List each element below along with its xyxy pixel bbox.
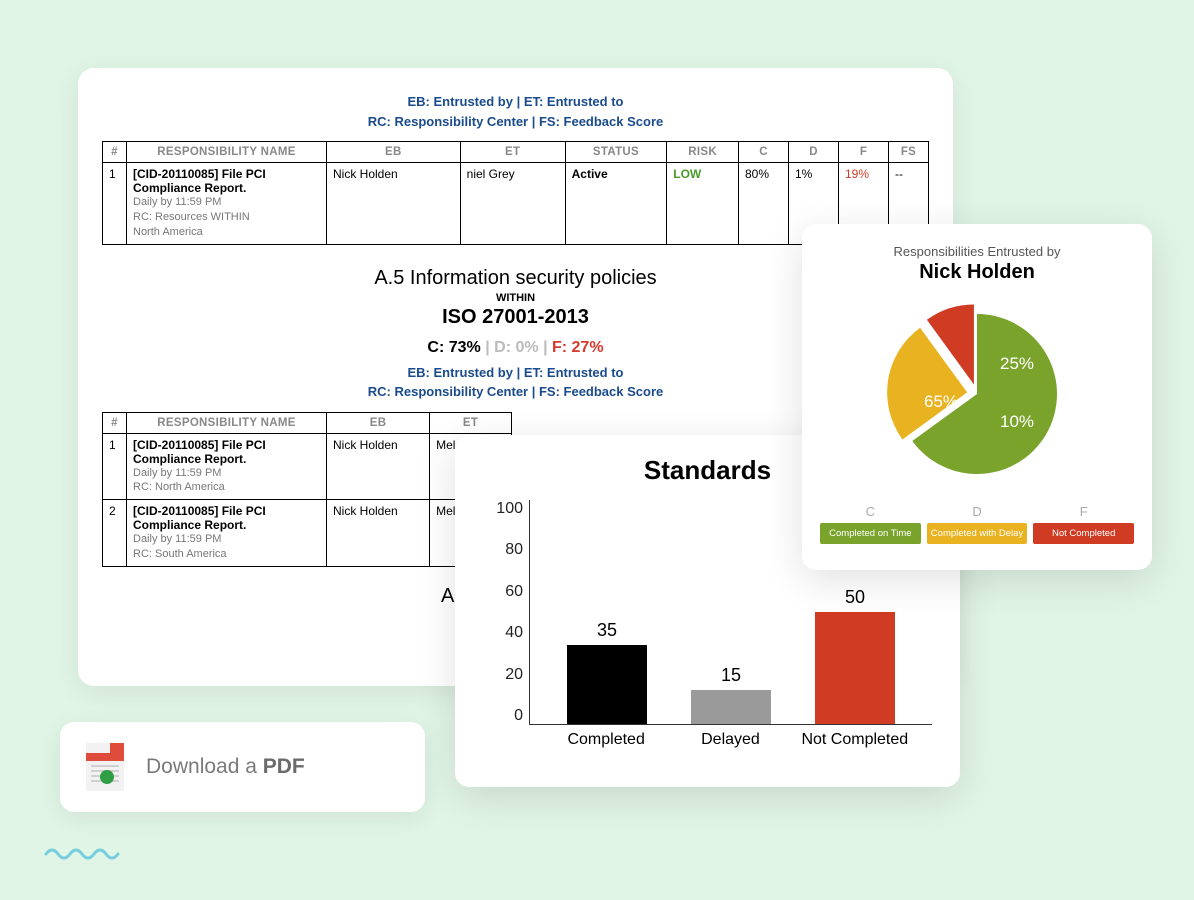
pie-name: Nick Holden <box>820 261 1134 284</box>
col-header: RISK <box>667 142 739 163</box>
stat-d: D: 0% <box>494 339 538 356</box>
col-header: RESPONSIBILITY NAME <box>127 412 327 433</box>
row-title: [CID-20110085] File PCI Compliance Repor… <box>133 167 320 195</box>
responsibility-table-2: #RESPONSIBILITY NAMEEBET 1 [CID-20110085… <box>102 412 512 567</box>
row-responsibility: [CID-20110085] File PCI Compliance Repor… <box>127 163 327 245</box>
cell-et: niel Grey <box>460 163 565 245</box>
pdf-icon <box>86 743 124 791</box>
pie-slice-label: 25% <box>1000 354 1034 374</box>
col-header: # <box>103 412 127 433</box>
stat-c: C: 73% <box>427 339 480 356</box>
header-legend-1: EB: Entrusted by | ET: Entrusted to <box>102 92 929 112</box>
pie-pretitle: Responsibilities Entrusted by <box>820 244 1134 259</box>
col-header: FS <box>889 142 929 163</box>
pie-chart-card: Responsibilities Entrusted by Nick Holde… <box>802 224 1152 570</box>
pie-legend-headers: CDF <box>820 500 1134 523</box>
col-header: EB <box>327 412 430 433</box>
col-header: RESPONSIBILITY NAME <box>127 142 327 163</box>
pie-chart: 65% 25% 10% <box>877 294 1077 494</box>
col-header: # <box>103 142 127 163</box>
col-header: F <box>839 142 889 163</box>
col-header: D <box>789 142 839 163</box>
table-row: 1 [CID-20110085] File PCI Compliance Rep… <box>103 433 512 500</box>
header-legend-2: RC: Responsibility Center | FS: Feedback… <box>102 112 929 132</box>
cell-risk: LOW <box>667 163 739 245</box>
row-meta: North America <box>133 225 320 240</box>
cell-status: Active <box>565 163 667 245</box>
row-num: 1 <box>103 163 127 245</box>
x-axis-labels: CompletedDelayedNot Completed <box>529 731 932 749</box>
cell-eb: Nick Holden <box>327 163 461 245</box>
y-axis: 100806040200 <box>483 500 529 725</box>
row-meta: RC: Resources WITHIN <box>133 210 320 225</box>
squiggle-decoration <box>44 844 124 860</box>
col-header: ET <box>430 412 512 433</box>
table-row: 2 [CID-20110085] File PCI Compliance Rep… <box>103 500 512 567</box>
cell-c: 80% <box>739 163 789 245</box>
row-meta: Daily by 11:59 PM <box>133 195 320 210</box>
col-header: ET <box>460 142 565 163</box>
stat-f: F: 27% <box>552 339 604 356</box>
download-pdf-card[interactable]: Download a PDF <box>60 722 425 812</box>
pie-slice-label: 65% <box>924 392 958 412</box>
col-header: STATUS <box>565 142 667 163</box>
col-header: EB <box>327 142 461 163</box>
download-label: Download a PDF <box>146 755 305 779</box>
pie-slice-label: 10% <box>1000 412 1034 432</box>
col-header: C <box>739 142 789 163</box>
pie-legend-bands: Completed on TimeCompleted with DelayNot… <box>820 523 1134 544</box>
